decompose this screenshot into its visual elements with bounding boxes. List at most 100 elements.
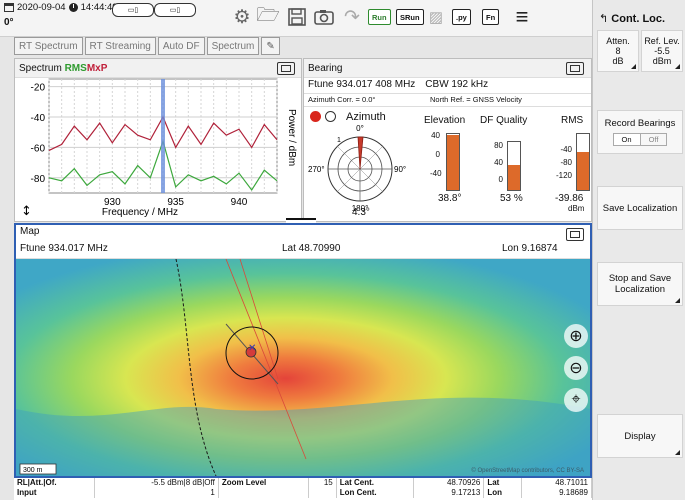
back-arrow-icon[interactable]: ↰ xyxy=(599,13,609,25)
edit-layout-icon[interactable]: ✎ xyxy=(261,37,280,55)
svg-text:90°: 90° xyxy=(394,165,406,174)
map-scale-bar xyxy=(19,463,57,475)
attenuation-setting[interactable]: Atten. 8 dB xyxy=(597,30,639,72)
undo-redo-icon[interactable]: ↷ xyxy=(344,6,360,28)
zoom-in-icon[interactable]: ⊕ xyxy=(564,324,588,348)
bearing-title: Bearing xyxy=(308,62,343,74)
svg-text:270°: 270° xyxy=(308,165,325,174)
settings-gear-icon[interactable]: ⚙ xyxy=(233,6,251,28)
tab-spectrum[interactable]: Spectrum xyxy=(206,37,260,55)
python-script-button[interactable]: .py xyxy=(452,9,471,25)
y-tick-label: -80 xyxy=(31,174,46,185)
bearing-info-row: Azimuth Corr. = 0.0° North Ref. = GNSS V… xyxy=(304,93,591,107)
df-quality-bar-fill xyxy=(508,164,520,190)
map-panel: Map Ftune 934.017 MHz Lat 48.70990 Lon 9… xyxy=(14,223,592,478)
y-tick-label: -60 xyxy=(31,143,46,154)
azimuth-value: 4.3° xyxy=(352,207,370,218)
map-info-row: Ftune 934.017 MHz Lat 48.70990 Lon 9.168… xyxy=(16,241,590,259)
df-quality-label: DF Quality xyxy=(480,115,528,126)
reference-level-setting[interactable]: Ref. Lev. -5.5 dBm xyxy=(641,30,683,72)
spectrum-title: Spectrum xyxy=(19,62,62,74)
svg-text:300 m: 300 m xyxy=(23,467,43,474)
clock-icon xyxy=(68,3,78,12)
record-dot-icon xyxy=(310,111,321,122)
bearing-cbw: CBW 192 kHz xyxy=(425,79,489,90)
svg-text:© OpenStreetMap contributors,: © OpenStreetMap contributors, CC BY-SA xyxy=(471,467,584,474)
estimated-position-marker[interactable] xyxy=(245,346,257,358)
tab-rt-streaming[interactable]: RT Streaming xyxy=(84,37,156,55)
save-disk-icon[interactable] xyxy=(285,5,309,29)
record-bearings-toggle[interactable]: On Off xyxy=(612,133,668,146)
bearing-panel: Bearing Ftune 934.017 408 MHz CBW 192 kH… xyxy=(303,58,592,222)
date-text: 2020-09-04 xyxy=(17,2,66,13)
map-heatmap[interactable]: ✕ 300 m © OpenStreetMap contributors, CC… xyxy=(16,259,590,476)
record-bearings-control: Record Bearings On Off xyxy=(597,110,683,154)
rms-bar-fill xyxy=(577,152,589,190)
rms-ticks: -40 -80 -120 xyxy=(555,145,572,180)
df-quality-bar xyxy=(507,141,521,191)
stop-and-save-localization-button[interactable]: Stop and Save Localization xyxy=(597,262,683,306)
sidebar-title: Cont. Loc. xyxy=(611,13,666,25)
open-folder-icon[interactable]: 🗁 xyxy=(256,5,280,26)
run-button[interactable]: Run xyxy=(368,9,391,25)
azimuth-label: Azimuth xyxy=(346,111,386,123)
elevation-ticks: 40 0 -40 xyxy=(430,131,442,178)
map-lat: Lat 48.70990 xyxy=(282,243,341,254)
resize-arrows-icon[interactable]: ↕ xyxy=(21,204,32,219)
spectrum-ylabel: Power / dBm xyxy=(286,109,297,166)
svg-text:180°: 180° xyxy=(352,204,369,213)
elevation-bar-fill xyxy=(447,135,459,190)
maximize-map-icon[interactable] xyxy=(566,228,584,241)
bearing-freq-row: Ftune 934.017 408 MHz CBW 192 kHz xyxy=(308,79,590,90)
record-bearings-label: Record Bearings xyxy=(604,118,676,129)
table-row: RL|Att.|Of. -5.5 dBm|8 dB|Off Zoom Level… xyxy=(14,478,592,488)
calendar-icon xyxy=(4,3,14,12)
localization-ellipse xyxy=(225,326,279,380)
camera-screenshot-icon[interactable] xyxy=(312,5,336,29)
map-lon: Lon 9.16874 xyxy=(502,243,558,254)
df-quality-ticks: 80 40 0 xyxy=(494,141,503,184)
zoom-out-icon[interactable]: ⊖ xyxy=(564,356,588,380)
rms-unit: dBm xyxy=(568,204,585,213)
hamburger-menu-icon[interactable]: ≡ xyxy=(515,4,529,29)
elevation-bar xyxy=(446,133,460,191)
north-reference: North Ref. = GNSS Velocity xyxy=(430,95,522,104)
maximize-spectrum-icon[interactable] xyxy=(277,62,295,75)
battery-icon: ▭▯ xyxy=(112,3,154,17)
df-quality-value: 53 % xyxy=(500,193,523,204)
display-button[interactable]: Display xyxy=(597,414,683,458)
azimuth-compass: 0° 90° 270° 180° 1 xyxy=(308,124,406,213)
route-path xyxy=(175,259,217,476)
srun-button[interactable]: SRun xyxy=(396,9,424,25)
rms-value: -39.86 xyxy=(555,193,584,204)
rms-bar xyxy=(576,133,590,191)
elevation-value: 38.8° xyxy=(438,193,462,204)
mxp-tag: MxP xyxy=(86,62,108,74)
elevation-label: Elevation xyxy=(424,115,466,126)
azimuth-correction: Azimuth Corr. = 0.0° xyxy=(308,95,376,104)
y-tick-label: -20 xyxy=(31,83,46,94)
idle-dot-icon xyxy=(325,111,336,122)
fn-button[interactable]: Fn xyxy=(482,9,500,25)
save-localization-button[interactable]: Save Localization xyxy=(597,186,683,230)
svg-text:✕: ✕ xyxy=(248,343,256,354)
frequency-marker[interactable] xyxy=(161,79,165,193)
status-table: RL|Att.|Of. -5.5 dBm|8 dB|Off Zoom Level… xyxy=(14,478,592,500)
toggle-off[interactable]: Off xyxy=(648,135,659,144)
x-tick-label: 930 xyxy=(104,197,121,208)
y-tick-label: -40 xyxy=(31,113,46,124)
rms-tag: RMS xyxy=(64,62,87,74)
x-tick-label: 935 xyxy=(167,197,184,208)
tab-auto-df[interactable]: Auto DF xyxy=(157,37,205,55)
image-export-icon[interactable]: ▨ xyxy=(428,9,444,26)
center-location-icon[interactable]: ⌖ xyxy=(564,388,588,412)
maximize-bearing-icon[interactable] xyxy=(566,62,584,75)
spectrum-xlabel: Frequency / MHz xyxy=(102,207,178,218)
time-text: 14:44:49 xyxy=(80,2,118,13)
spectrum-title-bar: Spectrum RMS MxP xyxy=(15,59,301,78)
toggle-on[interactable]: On xyxy=(613,134,641,145)
spectrum-chart: -20 -40 -60 -80 930 935 940 Frequency / MHz P… xyxy=(21,78,297,219)
heading-readout: 0° xyxy=(4,17,14,28)
tab-rt-spectrum[interactable]: RT Spectrum xyxy=(14,37,83,55)
softkey-sidebar: ↰ Cont. Loc. Atten. 8 dB Ref. Lev. -5.5 dBm … xyxy=(592,0,685,500)
